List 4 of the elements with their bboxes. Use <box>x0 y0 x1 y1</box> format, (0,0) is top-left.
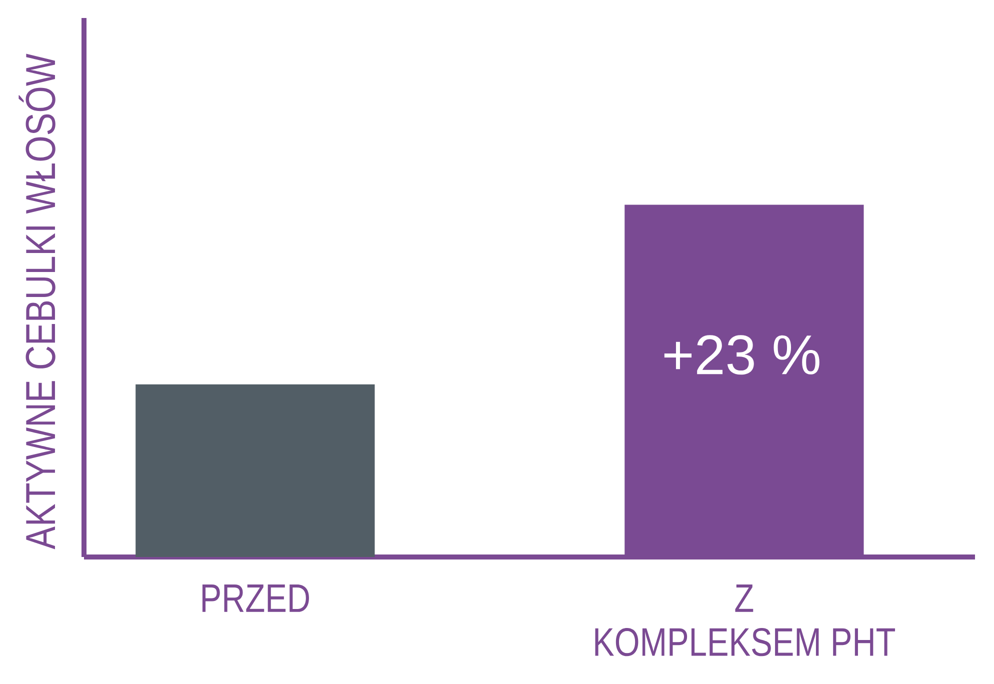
y-axis-title: AKTYWNE CEBULKI WŁOSÓW <box>18 54 56 550</box>
x-tick-label: PRZED <box>202 584 309 612</box>
annotation: +23 % <box>664 335 820 375</box>
x-tick-label: Z KOMPLEKSEM PHT <box>595 584 896 656</box>
